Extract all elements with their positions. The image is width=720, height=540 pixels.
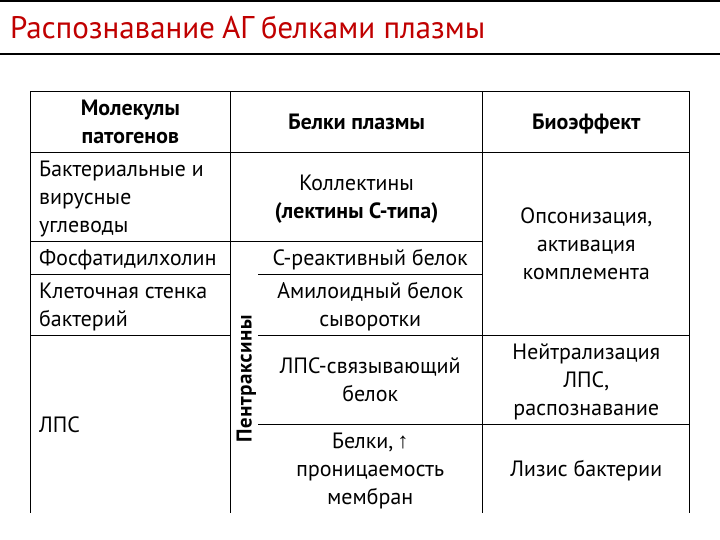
vertical-label-cell: Пентраксины (230, 242, 258, 514)
main-table: Молекулы патогенов Белки плазмы Биоэффек… (30, 91, 690, 513)
cell-protein-3: Амилоидный белок сыворотки (258, 275, 483, 336)
header-bioeffect: Биоэффект (483, 92, 690, 153)
cell-pathogen-2: Фосфатидилхолин (31, 242, 231, 275)
cell-protein-4: ЛПС-связывающий белок (258, 336, 483, 425)
cell-protein-2: С-реактивный белок (258, 242, 483, 275)
table-row: Бактериальные и вирусные углеводы Коллек… (31, 153, 690, 242)
vertical-label: Пентраксины (231, 314, 258, 442)
header-plasma-proteins: Белки плазмы (230, 92, 483, 153)
cell-pathogen-3: Клеточная стенка бактерий (31, 275, 231, 336)
text: Белки, (332, 427, 398, 455)
text: Коллектины (299, 169, 414, 197)
page-title: Распознавание АГ белками плазмы (10, 6, 710, 47)
table-container: Молекулы патогенов Белки плазмы Биоэффек… (0, 55, 720, 513)
cell-pathogen-4: ЛПС (31, 336, 231, 514)
text: проницаемость мембран (296, 455, 444, 511)
cell-pathogen-1: Бактериальные и вирусные углеводы (31, 153, 231, 242)
cell-effect-4: Нейтрализация ЛПС, распознавание (483, 336, 690, 425)
cell-effect-1: Опсонизация, активация комплемента (483, 153, 690, 336)
up-arrow-icon: ↑ (397, 428, 408, 453)
cell-effect-5: Лизис бактерии (483, 425, 690, 514)
text-bold: (лектины С-типа) (275, 197, 439, 225)
header-pathogen-molecules: Молекулы патогенов (31, 92, 231, 153)
table-header-row: Молекулы патогенов Белки плазмы Биоэффек… (31, 92, 690, 153)
cell-protein-1: Коллектины (лектины С-типа) (230, 153, 483, 242)
table-row: ЛПС ЛПС-связывающий белок Нейтрализация … (31, 336, 690, 425)
title-bar: Распознавание АГ белками плазмы (0, 0, 720, 55)
cell-protein-5: Белки, ↑ проницаемость мембран (258, 425, 483, 514)
